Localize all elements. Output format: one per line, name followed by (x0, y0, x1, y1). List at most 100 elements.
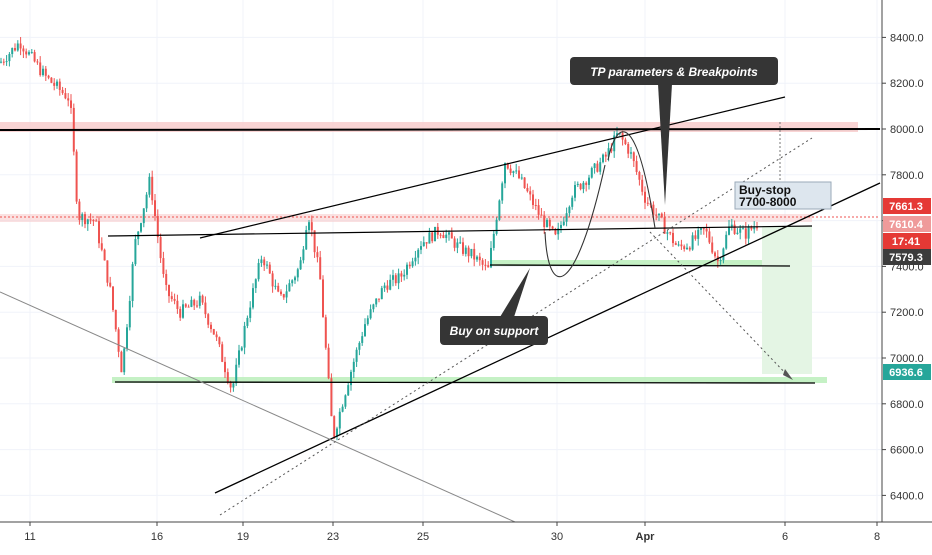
candle-body (271, 273, 274, 287)
candle-body (294, 277, 296, 281)
y-tick-label: 8200.0 (890, 78, 924, 90)
x-tick-label: 11 (24, 531, 35, 543)
candle-body (526, 188, 529, 192)
candle-body (459, 242, 462, 244)
candle-body (420, 246, 422, 250)
candle-body (442, 235, 445, 239)
callouts: TP parameters & Breakpoints Buy on suppo… (440, 57, 832, 345)
candle-body (476, 256, 478, 260)
candle-body (176, 300, 179, 309)
candle-body (372, 304, 375, 310)
y-tick-label: 7000.0 (890, 353, 924, 365)
handle-curve (607, 131, 656, 229)
candle-body (364, 324, 366, 337)
zones (0, 122, 858, 383)
candle-body (596, 163, 599, 172)
tp-callout-box[interactable] (570, 57, 778, 85)
candle-body (50, 77, 53, 83)
candle-body (397, 273, 400, 284)
candle-body (67, 98, 70, 101)
candle-body (98, 221, 100, 244)
candle-body (249, 307, 252, 318)
candle-body (170, 296, 173, 299)
resistance-zone (0, 122, 858, 132)
candle-body (652, 204, 655, 215)
candle-body (299, 260, 302, 270)
candle-body (25, 51, 28, 55)
candle-body (498, 200, 501, 220)
candle-body (548, 219, 551, 227)
candle-body (235, 364, 238, 384)
candle-body (280, 291, 282, 295)
candle-body (221, 344, 224, 362)
candle-body (285, 291, 288, 298)
candle-body (274, 285, 277, 287)
candle-body (380, 288, 383, 300)
candle-body (470, 248, 473, 257)
price-tag-label: 17:41 (892, 236, 920, 248)
support-line-7400[interactable] (489, 264, 791, 267)
candle-body (134, 239, 137, 265)
candle-body (744, 228, 747, 239)
candle-body (756, 227, 758, 229)
candle-body (403, 274, 406, 277)
candle-body (322, 279, 324, 318)
x-tick-label: 16 (151, 531, 163, 543)
candle-body (112, 286, 114, 310)
candle-body (14, 48, 16, 51)
x-tick-label: 23 (327, 531, 339, 543)
candle-body (252, 288, 254, 308)
projection-line[interactable] (649, 231, 791, 379)
candle-body (579, 183, 582, 190)
candle-body (145, 194, 148, 209)
support-line-6935[interactable] (114, 381, 816, 384)
candle-body (610, 148, 613, 152)
candle-body (254, 279, 257, 289)
candle-body (674, 243, 677, 245)
candle-body (61, 89, 64, 94)
candle-body (210, 324, 212, 330)
descending-trendline[interactable] (0, 291, 516, 523)
candle-body (201, 295, 204, 303)
candle-body (394, 275, 397, 284)
candle-body (358, 342, 361, 350)
candle-body (0, 61, 2, 63)
resistance-line-8000[interactable] (0, 128, 881, 131)
candle-body (705, 228, 708, 232)
candle-body (193, 299, 196, 306)
channel-upper-line[interactable] (199, 96, 786, 239)
candle-body (378, 298, 380, 300)
candle-body (730, 224, 733, 227)
candle-body (8, 54, 11, 62)
y-tick-label: 8000.0 (890, 124, 924, 136)
candle-body (324, 317, 327, 348)
candle-body (19, 43, 22, 49)
candle-body (182, 304, 184, 318)
candle-body (434, 226, 436, 242)
candle-body (224, 361, 226, 373)
candle-body (296, 269, 299, 278)
candle-body (666, 232, 669, 234)
buystop-box[interactable] (734, 181, 832, 210)
candle-body (506, 163, 509, 169)
candle-body (207, 314, 210, 325)
buy-callout-box[interactable] (440, 316, 548, 345)
candle-body (406, 264, 408, 275)
candle-body (588, 177, 590, 185)
price-tag-label: 7579.3 (889, 252, 923, 264)
price-tag-label: 6936.6 (889, 367, 923, 379)
candle-body (330, 378, 333, 417)
candle-body (702, 228, 705, 230)
candle-body (680, 244, 683, 247)
price-tag-box (883, 198, 931, 214)
price-tags: 7661.3 7610.4 17:41 7579.3 6936.6 (883, 198, 931, 380)
candle-body (386, 285, 389, 290)
candle-body (624, 139, 627, 145)
candle-body (439, 234, 442, 236)
candle-body (700, 228, 702, 230)
candle-body (187, 306, 190, 308)
candle-body (313, 230, 316, 253)
mid-channel-line[interactable] (107, 225, 813, 237)
